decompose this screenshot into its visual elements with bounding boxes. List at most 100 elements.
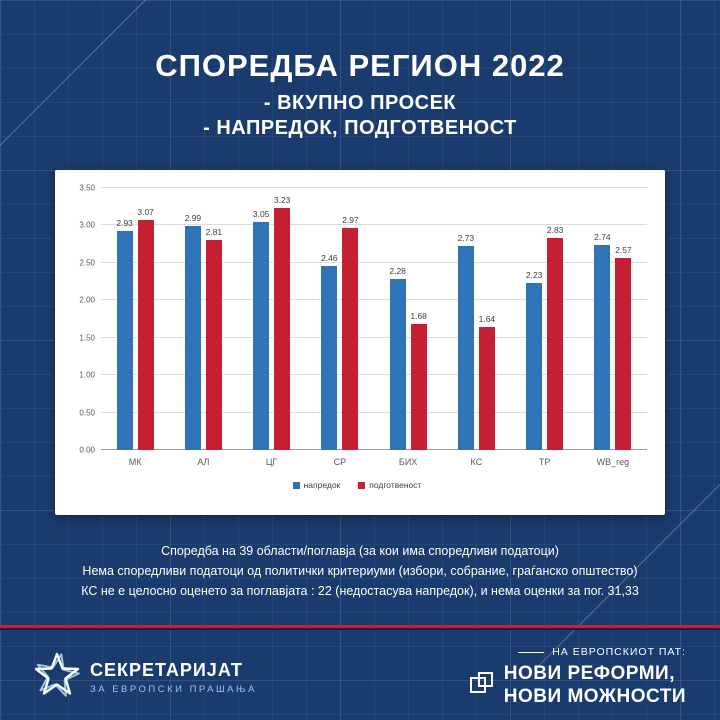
bar-group: 2.99 2.81 АЛ	[169, 188, 237, 467]
gridline	[101, 336, 647, 338]
gridline	[101, 224, 647, 226]
gridline	[101, 187, 647, 188]
x-tick-label: КС	[470, 457, 483, 467]
bar-value-label: 1.64	[478, 314, 496, 325]
legend-swatch	[292, 481, 300, 489]
y-tick-label: 3.00	[79, 220, 95, 230]
x-tick-label: АЛ	[197, 457, 210, 467]
notes: Споредба на 39 области/поглавја (за кои …	[0, 541, 720, 601]
bar-groups: 2.93 3.07 МК 2.99 2.81 АЛ 3.05 3.23 ЦГ 2.46 2.97 СР…	[101, 188, 647, 467]
bar-value-label: 2.81	[205, 226, 223, 237]
bar-wrap: 2.97	[342, 188, 359, 450]
bar-напредок	[594, 244, 611, 450]
gridline	[101, 374, 647, 376]
bar-напредок	[389, 279, 406, 450]
bar-wrap: 2.57	[615, 188, 632, 450]
y-tick-label: 0.50	[79, 408, 95, 418]
bar-подготвеност	[205, 239, 222, 450]
subtitle-progress-readiness: - НАПРЕДОК, ПОДГОТВЕНОСТ	[203, 117, 517, 139]
logo-text: СЕКРЕТАРИЈАТ ЗА ЕВРОПСКИ ПРАШАЊА	[90, 660, 257, 695]
footer: СЕКРЕТАРИЈАТ ЗА ЕВРОПСКИ ПРАШАЊА НА ЕВРО…	[0, 630, 720, 709]
bar-value-label: 2.73	[457, 232, 475, 243]
gridline	[101, 411, 647, 413]
separator-red-line	[0, 625, 720, 628]
bar-wrap: 2.73	[458, 188, 474, 450]
bar-wrap: 2.23	[526, 188, 542, 450]
bar-wrap: 2.81	[206, 188, 222, 450]
bar-value-label: 3.07	[137, 207, 154, 218]
bar-напредок	[457, 245, 474, 450]
y-tick-label: 2.50	[79, 258, 95, 268]
bar-подготвеност	[410, 324, 427, 450]
x-tick-label: БИХ	[398, 457, 418, 467]
logo-subtitle: ЗА ЕВРОПСКИ ПРАШАЊА	[90, 683, 257, 695]
y-tick-label: 1.50	[79, 333, 95, 343]
bar-подготвеност	[478, 327, 495, 450]
bar-подготвеност	[137, 220, 154, 450]
bar-подготвеност	[274, 208, 291, 450]
bar-value-label: 2.93	[116, 217, 133, 228]
bar-group: 2.73 1.64 КС	[442, 188, 510, 467]
chart-plot-area: 0.00 0.50 1.00 1.50 2.00 2.50 3.00 3.50 2.93 3.07…	[79, 184, 647, 467]
bar-напредок	[526, 283, 543, 450]
bar-group: 2.28 1.68 БИХ	[374, 188, 442, 467]
separator-dark-line	[0, 628, 720, 630]
legend-item: напредок	[292, 480, 340, 490]
gridline	[101, 261, 647, 263]
bar-value-label: 3.23	[273, 195, 291, 206]
bar-group: 2.93 3.07 МК	[101, 188, 169, 467]
sep-logo-block: СЕКРЕТАРИЈАТ ЗА ЕВРОПСКИ ПРАШАЊА	[34, 652, 257, 703]
bar-подготвеност	[342, 227, 359, 450]
x-tick-label: ЦГ	[265, 457, 278, 467]
bar-value-label: 2.74	[594, 231, 611, 242]
bar-wrap: 2.83	[547, 188, 563, 450]
header: СПОРЕДБА РЕГИОН 2022 - ВКУПНО ПРОСЕК - Н…	[0, 0, 720, 140]
bar-group: 2.23 2.83 ТР	[511, 188, 579, 467]
x-tick-label: СР	[333, 457, 347, 467]
bar-wrap: 1.68	[410, 188, 427, 450]
bar-wrap: 2.28	[389, 188, 406, 450]
tagline-line-1: НОВИ РЕФОРМИ,	[503, 663, 675, 684]
bar-wrap: 2.74	[594, 188, 611, 450]
gridline	[101, 449, 647, 450]
tagline-main: НОВИ РЕФОРМИ, НОВИ МОЖНОСТИ	[469, 663, 686, 709]
tagline-small: НА ЕВРОПСКИОТ ПАТ:	[469, 646, 686, 658]
chart-card: 0.00 0.50 1.00 1.50 2.00 2.50 3.00 3.50 2.93 3.07…	[55, 170, 665, 515]
tagline-line-2: НОВИ МОЖНОСТИ	[503, 685, 686, 707]
bar-wrap: 3.07	[137, 188, 154, 450]
bar-wrap: 2.46	[321, 188, 338, 450]
squares-icon	[469, 670, 495, 701]
note-line-2: Нема споредливи податоци од политички кр…	[82, 564, 638, 578]
legend-swatch	[358, 481, 366, 489]
bar-value-label: 2.57	[615, 244, 632, 255]
bar-напредок	[116, 230, 133, 450]
bar-value-label: 2.97	[342, 214, 359, 225]
bar-value-label: 2.99	[184, 213, 202, 224]
bar-wrap: 2.93	[116, 188, 133, 450]
tagline-block: НА ЕВРОПСКИОТ ПАТ: НОВИ РЕФОРМИ, НОВИ МО…	[469, 646, 686, 709]
bar-value-label: 1.68	[410, 311, 427, 322]
bar-подготвеност	[547, 238, 564, 450]
bar-напредок	[253, 221, 270, 450]
bar-подготвеност	[615, 257, 632, 450]
bar-wrap: 3.05	[253, 188, 269, 450]
y-tick-label: 2.00	[79, 295, 95, 305]
bar-value-label: 3.05	[252, 208, 270, 219]
legend-item: подготвеност	[358, 480, 421, 490]
y-tick-label: 1.00	[79, 370, 95, 380]
star-logo-icon	[34, 652, 80, 703]
bar-wrap: 3.23	[274, 188, 290, 450]
bar-value-label: 2.28	[389, 266, 406, 277]
bar-напредок	[184, 226, 201, 450]
bar-wrap: 1.64	[479, 188, 495, 450]
legend-label: подготвеност	[369, 480, 422, 490]
subtitle-average: - ВКУПНО ПРОСЕК	[263, 92, 457, 114]
bar-group: 3.05 3.23 ЦГ	[238, 188, 306, 467]
tagline-lines: НОВИ РЕФОРМИ, НОВИ МОЖНОСТИ	[504, 663, 686, 709]
note-line-1: Споредба на 39 области/поглавја (за кои …	[161, 544, 559, 558]
separator	[0, 625, 720, 630]
note-line-3: КС не е целосно оценето за поглавјата : …	[81, 584, 639, 598]
x-tick-label: МК	[128, 457, 142, 467]
y-tick-label: 3.50	[79, 183, 95, 193]
tagline-small-text: НА ЕВРОПСКИОТ ПАТ:	[552, 646, 686, 658]
